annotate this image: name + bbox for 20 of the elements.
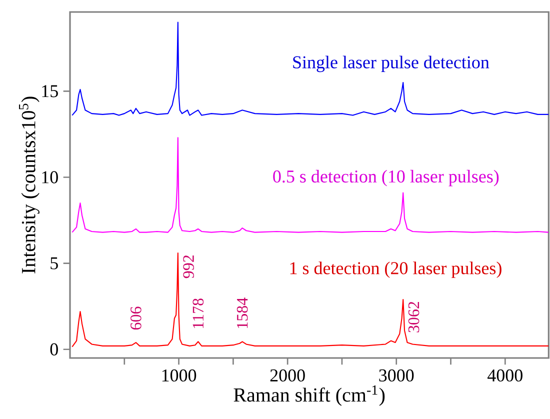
y-tick-label: 0 — [50, 343, 58, 356]
x-tick-label: 2000 — [270, 369, 305, 382]
y-tick-label: 10 — [42, 171, 58, 184]
annotation: 1584 — [236, 298, 248, 328]
y-axis-title: Intensity (countsx10$^{5}$) — [19, 96, 40, 274]
line-series — [72, 137, 549, 233]
series-label: Single laser pulse detection — [293, 56, 490, 72]
x-tick-label: 3000 — [379, 369, 414, 382]
annotation: 1178 — [192, 298, 204, 328]
x-axis-title: Raman shift (cm$^{-1}$) — [234, 385, 385, 406]
annotation: 606 — [130, 306, 142, 330]
annotation: 992 — [183, 255, 194, 278]
line-series — [72, 22, 549, 116]
annotation: 3062 — [408, 302, 420, 332]
x-tick-label: 4000 — [488, 369, 522, 382]
series-label: 0.5 s detection (10 laser pulses) — [273, 170, 499, 186]
y-tick-label: 5 — [50, 257, 58, 270]
y-tick-label: 15 — [42, 85, 58, 98]
series-label: 1 s detection (20 laser pulses) — [290, 262, 502, 278]
x-tick-label: 1000 — [162, 369, 196, 382]
